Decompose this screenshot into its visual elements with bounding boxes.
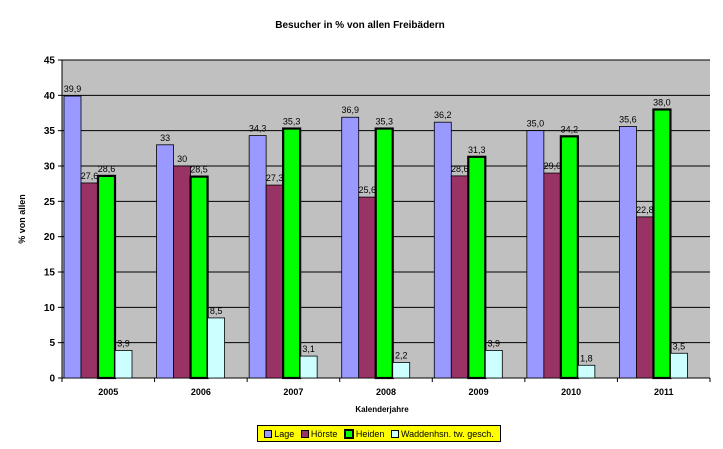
bar-heiden — [559, 135, 579, 380]
chart-title: Besucher in % von allen Freibädern — [275, 20, 445, 31]
bar-heiden — [282, 127, 302, 380]
legend-swatch — [300, 429, 309, 438]
bar-lage — [156, 144, 174, 379]
data-label: 8,5 — [210, 306, 223, 316]
data-label: 25,6 — [358, 185, 376, 195]
y-tick-label: 30 — [44, 162, 56, 173]
bar-heiden — [467, 155, 487, 380]
bar-lage — [526, 130, 545, 379]
bar-lage — [248, 135, 267, 379]
y-tick-label: 5 — [49, 338, 55, 349]
legend-item: Hörste — [300, 428, 338, 439]
y-tick-label: 35 — [44, 126, 56, 137]
x-tick-label: 2011 — [654, 387, 674, 397]
legend-label: Heiden — [355, 428, 385, 439]
x-tick-label: 2008 — [376, 387, 396, 397]
chart-legend: Lage Hörste Heiden Waddenhsn. tw. gesch. — [257, 425, 501, 442]
data-label: 35,6 — [619, 114, 637, 124]
legend-label: Hörste — [310, 428, 338, 439]
y-tick-label: 45 — [44, 56, 56, 67]
bar-waddenhsn-tw-gesch- — [484, 350, 503, 379]
data-label: 3,1 — [302, 344, 315, 354]
data-label: 1,8 — [580, 353, 593, 363]
bar-h-rste — [358, 196, 377, 379]
data-label: 38,0 — [653, 97, 671, 107]
data-label: 35,3 — [375, 117, 393, 127]
legend-item: Lage — [264, 429, 294, 439]
x-tick-label: 2010 — [561, 387, 581, 397]
x-tick-label: 2007 — [283, 387, 303, 397]
data-label: 35,3 — [283, 117, 301, 127]
data-label: 27,6 — [81, 171, 99, 181]
bar-heiden — [374, 127, 394, 380]
bar-heiden — [189, 175, 209, 380]
legend-item: Heiden — [343, 428, 385, 439]
y-tick-label: 0 — [49, 374, 55, 385]
bar-lage — [341, 116, 360, 379]
bar-heiden — [96, 174, 117, 380]
bar-h-rste — [543, 172, 562, 379]
legend-swatch — [390, 429, 399, 438]
data-label: 3,5 — [673, 341, 686, 351]
data-label: 29,0 — [544, 161, 562, 171]
legend-item: Waddenhsn. tw. gesch. — [390, 428, 494, 439]
bar-h-rste — [450, 175, 469, 379]
bar-waddenhsn-tw-gesch- — [114, 350, 133, 379]
y-tick-label: 20 — [44, 232, 56, 243]
bar-waddenhsn-tw-gesch- — [577, 364, 596, 379]
bar-heiden — [652, 108, 672, 380]
data-label: 28,6 — [98, 164, 116, 174]
bar-lage — [63, 95, 82, 379]
x-axis-label: Kalenderjahre — [355, 405, 409, 414]
y-tick-label: 25 — [44, 197, 56, 208]
data-label: 2,2 — [395, 350, 408, 360]
bar-h-rste — [80, 182, 99, 379]
y-tick-label: 40 — [44, 91, 56, 102]
data-label: 33 — [160, 133, 170, 143]
x-tick-label: 2009 — [469, 387, 489, 397]
legend-swatch — [264, 429, 273, 438]
bar-waddenhsn-tw-gesch- — [670, 352, 688, 379]
bar-waddenhsn-tw-gesch- — [299, 355, 318, 379]
bar-h-rste — [265, 184, 284, 379]
legend-label: Waddenhsn. tw. gesch. — [400, 428, 494, 439]
x-tick-label: 2005 — [98, 387, 118, 397]
bar-lage — [619, 126, 637, 379]
bar-lage — [433, 121, 452, 379]
bar-h-rste — [173, 165, 191, 379]
data-label: 28,6 — [451, 164, 469, 174]
data-label: 34,2 — [561, 124, 579, 134]
data-label: 36,2 — [434, 110, 452, 120]
legend-swatch — [343, 428, 354, 439]
y-axis-label: % von allen — [17, 194, 27, 244]
legend-label: Lage — [274, 428, 295, 439]
data-label: 28,5 — [190, 165, 208, 175]
data-label: 35,0 — [527, 119, 545, 129]
data-label: 3,9 — [117, 338, 130, 348]
data-label: 30 — [177, 154, 187, 164]
data-label: 27,3 — [266, 173, 284, 183]
x-tick-label: 2006 — [191, 387, 211, 397]
data-label: 39,9 — [64, 84, 82, 94]
data-label: 31,3 — [468, 145, 486, 155]
data-label: 3,9 — [488, 338, 501, 348]
data-label: 36,9 — [341, 105, 359, 115]
y-tick-label: 15 — [44, 268, 56, 279]
y-tick-label: 10 — [44, 303, 56, 314]
bar-waddenhsn-tw-gesch- — [392, 362, 411, 379]
data-label: 22,8 — [636, 205, 654, 215]
bar-waddenhsn-tw-gesch- — [207, 317, 225, 379]
bar-h-rste — [636, 216, 654, 379]
data-label: 34,3 — [249, 124, 267, 134]
